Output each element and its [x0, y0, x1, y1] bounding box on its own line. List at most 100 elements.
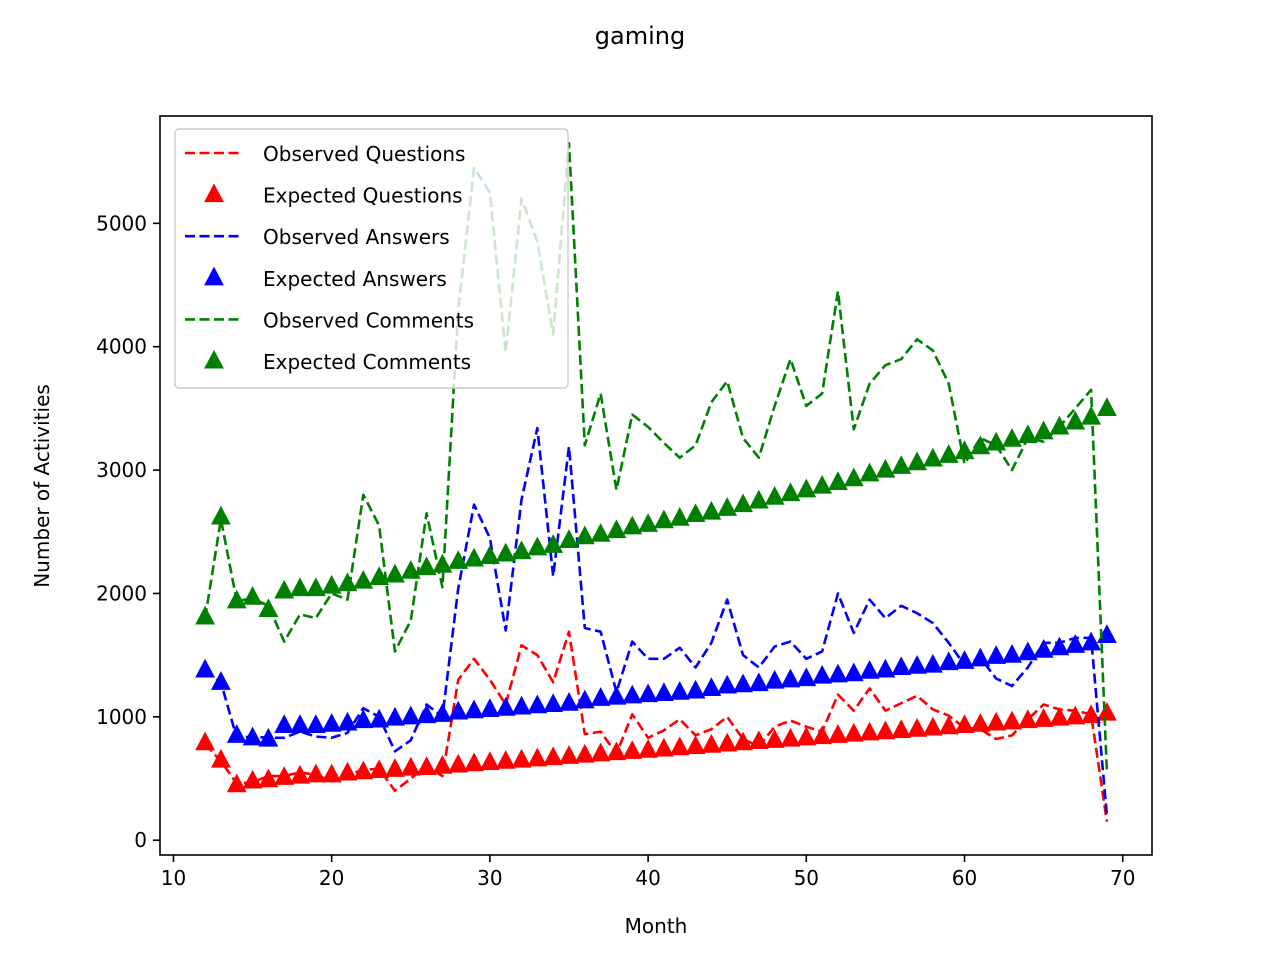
expected-answers-point-57 [907, 655, 927, 674]
expected-questions-point-59 [938, 715, 959, 735]
expected-questions-point-13 [211, 748, 231, 768]
expected-answers-point-33 [527, 694, 548, 714]
expected-questions-point-31 [495, 750, 516, 769]
expected-questions-point-63 [1002, 710, 1022, 730]
y-axis: 0 1000 2000 3000 4000 5000 [96, 211, 160, 852]
legend-swatch-expected-comments [204, 349, 224, 369]
expected-answers-point-14 [226, 724, 247, 743]
expected-answers-point-34 [543, 693, 564, 713]
expected-questions-point-51 [812, 725, 833, 745]
expected-answers-point-51 [812, 664, 833, 684]
expected-questions-point-12 [195, 731, 215, 751]
expected-comments-point-47 [748, 489, 769, 509]
legend-label-expected-answers: Expected Answers [263, 267, 447, 291]
y-axis-label: Number of Activities [30, 384, 54, 588]
expected-comments-point-50 [796, 478, 817, 498]
expected-answers-point-21 [337, 711, 358, 731]
expected-answers-point-19 [305, 714, 326, 734]
x-tick-label-20: 20 [319, 866, 344, 890]
expected-answers-point-64 [1017, 641, 1038, 661]
expected-questions-point-24 [385, 758, 405, 777]
expected-comments-point-63 [1002, 428, 1022, 447]
expected-comments-point-40 [638, 513, 658, 532]
series-layer [195, 141, 1117, 822]
expected-questions-point-53 [843, 722, 864, 742]
expected-questions-point-38 [606, 741, 627, 761]
expected-comments-point-29 [464, 547, 484, 567]
expected-comments-point-34 [543, 534, 564, 553]
legend-swatch-expected-answers [204, 266, 224, 286]
expected-answers-point-31 [495, 697, 516, 716]
expected-comments-point-17 [274, 579, 295, 599]
expected-comments-point-56 [891, 455, 912, 474]
expected-questions-point-61 [970, 713, 991, 732]
expected-answers-point-12 [195, 658, 215, 678]
expected-answers-point-53 [843, 662, 864, 682]
expected-questions-series [195, 701, 1117, 793]
expected-answers-point-16 [258, 727, 279, 747]
expected-comments-point-32 [511, 540, 532, 560]
expected-answers-point-15 [242, 726, 263, 746]
expected-answers-point-67 [1065, 634, 1086, 653]
expected-questions-point-20 [321, 763, 342, 783]
expected-answers-point-59 [938, 651, 959, 671]
expected-questions-point-40 [638, 738, 658, 758]
observed-questions-line [204, 630, 1109, 822]
expected-questions-point-25 [400, 756, 421, 776]
expected-questions-point-23 [369, 759, 390, 779]
expected-comments-point-39 [622, 515, 643, 535]
expected-comments-point-45 [717, 497, 738, 516]
expected-comments-point-22 [353, 569, 374, 589]
expected-questions-point-62 [986, 711, 1007, 731]
expected-comments-point-62 [986, 431, 1007, 451]
expected-answers-point-20 [321, 713, 342, 732]
expected-questions-point-34 [543, 746, 564, 766]
expected-comments-point-13 [211, 505, 231, 525]
expected-answers-point-32 [511, 695, 532, 715]
expected-comments-point-49 [780, 482, 801, 502]
axes-frame [159, 115, 1153, 856]
expected-comments-point-12 [195, 605, 215, 625]
expected-comments-point-35 [559, 529, 579, 548]
expected-answers-point-61 [970, 647, 991, 667]
legend-box [174, 128, 569, 389]
expected-answers-point-17 [274, 714, 295, 734]
expected-comments-point-68 [1081, 405, 1101, 425]
expected-answers-point-30 [479, 698, 500, 717]
x-tick-label-30: 30 [477, 866, 502, 890]
expected-answers-point-23 [369, 708, 390, 728]
expected-questions-point-56 [891, 719, 912, 738]
expected-answers-point-56 [891, 656, 912, 676]
observed-answers-line [204, 426, 1109, 816]
expected-comments-point-55 [875, 458, 896, 478]
y-tick-label-2000: 2000 [96, 581, 147, 605]
expected-questions-point-66 [1049, 706, 1070, 726]
expected-answers-point-42 [669, 680, 690, 700]
expected-answers-point-66 [1049, 636, 1070, 656]
expected-comments-point-64 [1017, 424, 1038, 444]
expected-comments-point-53 [843, 467, 864, 487]
expected-answers-point-41 [654, 682, 674, 701]
expected-comments-point-21 [337, 572, 358, 592]
expected-comments-point-30 [479, 545, 500, 564]
expected-comments-point-28 [448, 550, 469, 569]
y-tick-label-1000: 1000 [96, 705, 147, 729]
expected-comments-point-51 [812, 474, 833, 494]
expected-questions-point-64 [1017, 709, 1038, 729]
chart-title: gaming [595, 22, 685, 50]
x-tick-label-60: 60 [952, 866, 977, 890]
x-axis-label: Month [625, 914, 688, 938]
expected-questions-point-58 [922, 716, 943, 736]
expected-questions-point-28 [448, 753, 469, 773]
expected-questions-point-49 [780, 727, 801, 747]
expected-answers-point-39 [622, 684, 643, 704]
expected-comments-point-16 [258, 598, 279, 618]
expected-answers-point-60 [954, 650, 975, 669]
legend-label-expected-questions: Expected Questions [263, 184, 463, 208]
expected-questions-point-26 [416, 756, 437, 775]
observed-comments-line [203, 141, 1109, 773]
legend-label-observed-questions: Observed Questions [263, 142, 465, 166]
expected-questions-point-46 [733, 731, 753, 751]
expected-comments-point-52 [828, 471, 848, 490]
